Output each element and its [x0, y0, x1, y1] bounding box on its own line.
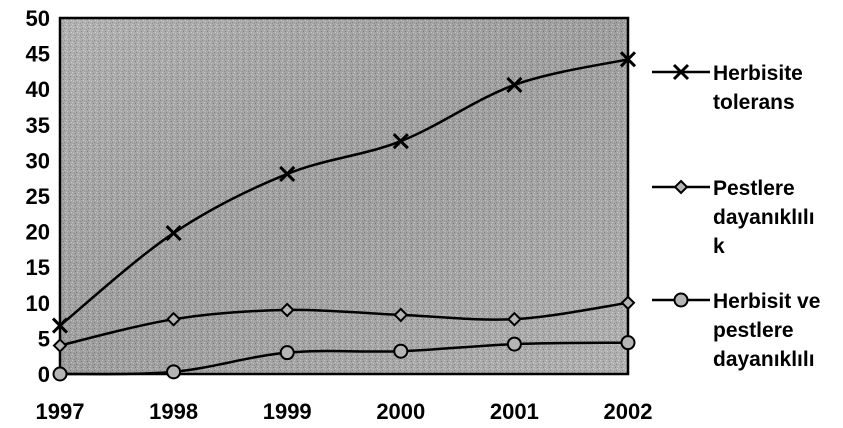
legend-marker-diamond	[673, 179, 689, 195]
data-point-diamond	[279, 302, 295, 318]
legend-marker-x	[672, 63, 690, 81]
data-point-diamond	[393, 307, 409, 323]
legend-label: Herbisit ve	[713, 290, 820, 313]
y-tick-label: 15	[26, 255, 50, 280]
data-point-circle	[506, 336, 522, 352]
legend-label: dayanıklılı	[713, 206, 815, 229]
legend-label: Pestlere	[713, 177, 795, 200]
data-point-circle	[52, 366, 68, 382]
series-line	[59, 58, 629, 327]
x-tick-label: 1998	[149, 399, 198, 424]
data-point-diamond	[166, 311, 182, 327]
y-tick-label: 40	[26, 77, 50, 102]
legend-label: dayanıklılı	[713, 348, 815, 371]
legend-entry-1: Herbisite tolerans	[652, 62, 803, 114]
legend-entry-2: Pestlere dayanıklılı k	[652, 177, 815, 258]
y-tick-label: 0	[38, 362, 50, 387]
series-line	[59, 341, 629, 376]
series-layer	[51, 51, 637, 382]
data-point-circle	[279, 345, 295, 361]
x-tick-label: 2002	[604, 399, 653, 424]
data-point-x	[51, 317, 69, 334]
x-tick-label: 2001	[490, 399, 539, 424]
x-tick-label: 1997	[36, 399, 85, 424]
legend-entry-3: Herbisit ve pestlere dayanıklılı	[652, 290, 820, 371]
data-point-circle	[393, 343, 409, 359]
series-line	[59, 301, 629, 347]
data-point-circle	[620, 335, 636, 351]
y-tick-label: 45	[26, 42, 50, 67]
x-tick-label: 1999	[263, 399, 312, 424]
series-3	[52, 335, 636, 382]
y-axis-tick-labels: 0 5 10 15 20 25 30 35 40 45 50	[26, 6, 50, 387]
series-2	[52, 295, 636, 353]
x-tick-label: 2000	[376, 399, 425, 424]
y-tick-label: 50	[26, 6, 50, 31]
data-point-x	[165, 224, 182, 242]
data-point-circle	[166, 364, 182, 380]
legend: Herbisite tolerans Pestlere dayanıklılı k Her…	[652, 62, 820, 371]
series-1	[51, 51, 637, 334]
plot-area	[58, 16, 630, 376]
legend-label: tolerans	[713, 91, 795, 114]
y-tick-label: 10	[26, 291, 50, 316]
data-point-diamond	[620, 295, 636, 311]
y-tick-label: 5	[38, 326, 50, 351]
y-tick-label: 30	[26, 148, 50, 173]
data-point-x	[392, 133, 409, 150]
x-axis-tick-labels: 1997 1998 1999 2000 2001 2002	[36, 399, 653, 424]
legend-label: pestlere	[713, 319, 794, 342]
y-tick-label: 25	[26, 184, 50, 209]
legend-marker-circle	[673, 292, 689, 308]
data-point-diamond	[506, 311, 522, 327]
data-point-diamond	[52, 338, 68, 353]
data-point-x	[619, 51, 637, 68]
y-tick-label: 35	[26, 113, 50, 138]
y-tick-label: 20	[26, 220, 50, 245]
legend-label: k	[713, 235, 725, 258]
data-point-x	[506, 76, 523, 93]
data-point-x	[279, 165, 296, 182]
legend-label: Herbisite	[713, 62, 803, 85]
